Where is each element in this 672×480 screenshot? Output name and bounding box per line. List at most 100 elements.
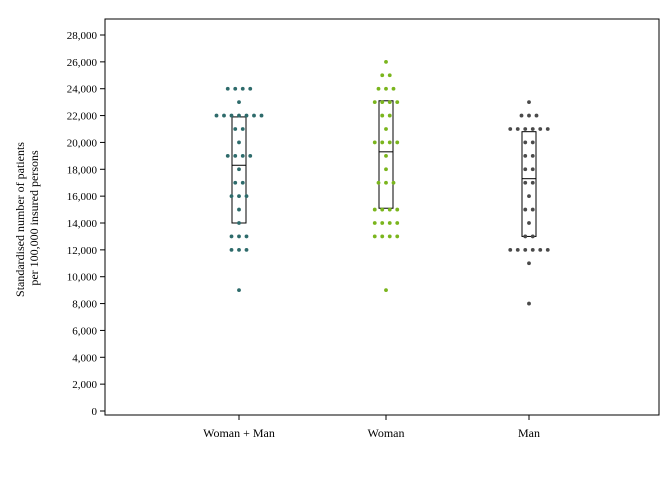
data-point (391, 180, 396, 185)
data-point (545, 247, 550, 252)
data-point (519, 113, 524, 118)
data-point (237, 167, 241, 172)
data-point (372, 234, 377, 239)
y-axis: 0 2,000 4,000 6,000 8,000 10,000 12,000 14,000 1… (67, 30, 105, 418)
data-point (523, 207, 528, 212)
data-point (372, 100, 377, 105)
data-point (222, 113, 226, 118)
y-tick-label: 14,000 (67, 218, 98, 230)
data-point (538, 247, 543, 252)
data-point (527, 100, 531, 105)
data-point (380, 207, 385, 212)
data-point (240, 153, 245, 158)
data-point (244, 247, 249, 252)
data-point (237, 207, 241, 212)
data-point (530, 140, 535, 145)
data-point (244, 194, 249, 199)
data-point (387, 100, 392, 105)
data-point (380, 100, 385, 105)
data-point (376, 180, 381, 185)
y-tick-label: 18,000 (67, 164, 98, 176)
data-point (233, 86, 238, 91)
iqr-box (521, 131, 537, 237)
data-point (237, 194, 241, 199)
data-point (515, 247, 520, 252)
data-point (530, 127, 535, 131)
data-point (387, 73, 392, 78)
data-point (530, 153, 535, 158)
data-point (259, 113, 264, 118)
data-point (384, 59, 388, 64)
data-point (380, 113, 385, 118)
y-tick-label: 16,000 (67, 191, 98, 203)
data-point (391, 86, 396, 91)
x-category-label: Woman + Man (203, 426, 275, 440)
x-category-label: Woman (367, 426, 404, 440)
data-point (395, 234, 400, 239)
data-point (530, 247, 535, 252)
data-point (372, 207, 377, 212)
data-point (527, 221, 531, 225)
data-point (248, 86, 253, 91)
y-tick-label: 10,000 (67, 272, 98, 284)
data-point (395, 207, 400, 212)
data-point (244, 234, 249, 239)
data-point (237, 247, 241, 252)
y-tick-label: 8,000 (72, 299, 97, 311)
data-point (384, 127, 388, 131)
data-point (545, 127, 550, 131)
data-point (527, 261, 531, 266)
data-point (237, 100, 241, 105)
data-point (229, 247, 234, 252)
data-point (515, 127, 520, 131)
plot-marks (214, 59, 550, 306)
data-point (237, 288, 241, 293)
data-point (384, 153, 388, 158)
data-point (376, 86, 381, 91)
data-point (252, 113, 256, 118)
data-point (240, 86, 245, 91)
data-point (387, 221, 392, 225)
data-point (233, 180, 238, 185)
series-group (508, 100, 550, 306)
data-point (237, 234, 241, 239)
y-tick-label: 4,000 (72, 352, 97, 364)
data-point (527, 194, 531, 199)
y-tick-label: 6,000 (72, 325, 97, 337)
data-point (240, 127, 245, 131)
data-point (384, 288, 388, 293)
data-point (508, 127, 513, 131)
data-point (372, 221, 377, 225)
data-point (523, 234, 528, 239)
y-axis-title-line-1: Standardised number of patients (13, 142, 27, 297)
data-point (237, 221, 241, 225)
data-point (530, 234, 535, 239)
x-category-label: Man (518, 426, 540, 440)
y-tick-label: 24,000 (67, 84, 98, 96)
y-tick-label: 2,000 (72, 379, 97, 391)
plot-frame (104, 18, 660, 416)
data-point (387, 113, 392, 118)
data-point (523, 247, 528, 252)
data-point (248, 153, 253, 158)
data-point (380, 73, 385, 78)
data-point (527, 113, 531, 118)
data-point (395, 221, 400, 225)
data-point (538, 127, 543, 131)
data-point (523, 140, 528, 145)
data-point (534, 113, 539, 118)
data-point (387, 140, 392, 145)
data-point (372, 140, 377, 145)
iqr-box (378, 100, 394, 209)
data-point (523, 180, 528, 185)
data-point (527, 301, 531, 306)
data-point (523, 153, 528, 158)
data-point (530, 167, 535, 172)
data-point (387, 234, 392, 239)
y-tick-label: 0 (92, 406, 98, 418)
data-point (225, 153, 230, 158)
series-group (214, 86, 264, 293)
y-tick-label: 12,000 (67, 245, 98, 257)
data-point (244, 113, 249, 118)
